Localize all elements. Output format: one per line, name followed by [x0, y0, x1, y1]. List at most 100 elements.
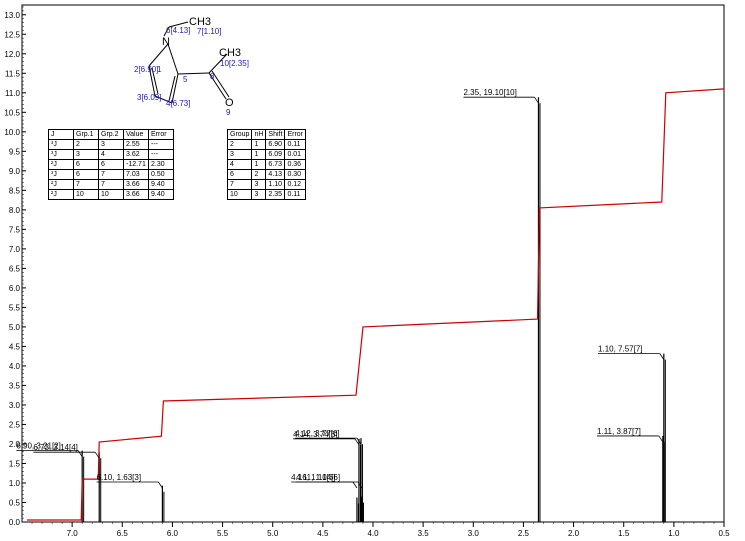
shift-table-cell: 0.12 — [284, 179, 306, 190]
x-tick-label: 5.5 — [217, 529, 229, 538]
x-tick-label: 3.5 — [418, 529, 430, 538]
shift-table-cell: 0.11 — [284, 189, 306, 200]
y-tick-label: 7.5 — [9, 225, 21, 234]
coupling-table-cell: 0.50 — [148, 169, 174, 180]
x-tick-label: 5.0 — [267, 529, 279, 538]
coupling-table-row: ³J 6 7 7.03 0.50 — [48, 169, 174, 180]
coupling-table-cell: 9.40 — [148, 189, 174, 200]
shift-table-cell: 2 — [226, 139, 253, 150]
peak-label: 6.73, 3.14[4] — [33, 443, 77, 452]
y-tick-label: 6.0 — [9, 284, 21, 293]
peak-label: 4.14, 3.74[6] — [293, 430, 337, 439]
peak-label: 1.10, 7.57[7] — [598, 345, 642, 354]
atom-label-1: 1 — [157, 65, 162, 74]
y-tick-label: 8.0 — [9, 206, 21, 215]
atom-label-4: 4[6.73] — [166, 99, 190, 108]
shift-table-header-cell: Group — [226, 129, 253, 140]
peak-leader-tip — [354, 438, 360, 446]
atom-label-2: 2[6.90] — [134, 65, 158, 74]
coupling-table-header-cell: Value — [123, 129, 149, 140]
coupling-table-cell: 2.30 — [148, 159, 174, 170]
atom-label-7: 7[1.10] — [197, 27, 221, 36]
integral-line — [27, 88, 725, 521]
x-tick-label: 1.5 — [618, 529, 630, 538]
peak-label: 4.11, 1.14[6] — [296, 473, 340, 482]
shift-table-cell: 1 — [251, 139, 267, 150]
shift-table-cell: 0.30 — [284, 169, 306, 180]
coupling-table-cell: ³J — [48, 149, 74, 160]
shift-table-cell: 1 — [251, 149, 267, 160]
y-tick-label: 4.5 — [9, 342, 21, 351]
coupling-table-cell: 3.66 — [123, 179, 149, 190]
coupling-table-cell: 4 — [98, 149, 124, 160]
shift-table-cell: 10 — [226, 189, 253, 200]
shift-table-cell: 1 — [251, 159, 267, 170]
x-tick-label: 4.5 — [317, 529, 329, 538]
shift-table-row: 2 1 6.90 0.11 — [226, 139, 306, 150]
coupling-table-cell: 7 — [98, 179, 124, 190]
peak-leader-tip — [658, 435, 664, 443]
shift-table-row: 7 3 1.10 0.12 — [226, 179, 306, 190]
coupling-table-cell: 6 — [98, 159, 124, 170]
atom-label-9: 9 — [226, 108, 231, 117]
atom-label-8: 8 — [210, 72, 215, 81]
y-tick-label: 0.5 — [9, 498, 21, 507]
coupling-table-cell: 2 — [73, 139, 99, 150]
x-tick-label: 4.0 — [367, 529, 379, 538]
coupling-table-cell: 3 — [73, 149, 99, 160]
y-tick-label: 10.0 — [4, 128, 20, 137]
coupling-table-header-cell: Error — [148, 129, 174, 140]
peak-leader-tip — [534, 96, 539, 104]
y-tick-label: 5.5 — [9, 303, 21, 312]
coupling-table-cell: 6 — [73, 159, 99, 170]
atom-label-5: 5 — [183, 75, 188, 84]
shift-table-cell: 4.13 — [265, 169, 286, 180]
peak-leader-tip — [357, 481, 363, 489]
peak-leader-tip — [352, 481, 358, 489]
x-tick-label: 7.0 — [67, 529, 79, 538]
peak-label: 4.12, 3.77[6] — [295, 429, 339, 438]
peak-leader-tip — [356, 437, 362, 445]
coupling-table-header-cell: Grp.1 — [73, 129, 99, 140]
coupling-table-row: ²J 7 7 3.66 9.40 — [48, 179, 174, 190]
coupling-table-cell: 10 — [73, 189, 99, 200]
x-tick-label: 1.0 — [668, 529, 680, 538]
acetyl-ch3-label: CH3 — [219, 47, 241, 59]
x-tick-label: 0.5 — [718, 529, 730, 538]
coupling-table-row: ³J 2 3 2.55 --- — [48, 139, 174, 150]
coupling-table-cell: 9.40 — [148, 179, 174, 190]
y-tick-label: 1.0 — [9, 479, 21, 488]
coupling-table-cell: ³J — [48, 139, 74, 150]
coupling-table-cell: ²J — [48, 159, 74, 170]
atom-label-10: 10[2.35] — [220, 59, 249, 68]
y-tick-label: 8.5 — [9, 186, 21, 195]
shift-table-cell: 2.35 — [265, 189, 286, 200]
spectrum-peaks — [81, 97, 666, 522]
shift-table-header-cell: nH — [251, 129, 267, 140]
coupling-table-row: ³J 3 4 3.62 --- — [48, 149, 174, 160]
coupling-table-cell: 7.03 — [123, 169, 149, 180]
integral-curve — [27, 88, 725, 521]
y-tick-label: 9.5 — [9, 147, 21, 156]
coupling-table-cell: 3 — [98, 139, 124, 150]
chemical-shift-table: Group nH Shift Error 2 1 6.90 0.11 3 1 6.09 0.01 4 1… — [226, 129, 306, 200]
coupling-table-cell: 10 — [98, 189, 124, 200]
shift-table-row: 3 1 6.09 0.01 — [226, 149, 306, 160]
x-tick-label: 2.0 — [568, 529, 580, 538]
atom-label-3: 3[6.09] — [137, 93, 161, 102]
shift-table-header-cell: Error — [284, 129, 306, 140]
peak-leader-tip — [659, 353, 665, 360]
x-tick-label: 3.0 — [468, 529, 480, 538]
shift-table-row: 10 3 2.35 0.11 — [226, 189, 306, 200]
coupling-table-cell: 2.55 — [123, 139, 149, 150]
y-tick-label: 3.5 — [9, 381, 21, 390]
y-tick-label: 10.5 — [4, 108, 20, 117]
y-tick-label: 2.5 — [9, 420, 21, 429]
coupling-constants-table: J Grp.1 Grp.2 Value Error ³J 2 3 2.55 --- ³J 3 4 3.6… — [48, 129, 174, 200]
y-tick-label: 11.0 — [5, 89, 21, 98]
shift-table-cell: 4 — [226, 159, 253, 170]
shift-table-cell: 0.01 — [284, 149, 306, 160]
x-tick-label: 6.0 — [167, 529, 179, 538]
shift-table-header: Group nH Shift Error — [226, 129, 306, 140]
peak-leader-tip — [94, 451, 100, 459]
